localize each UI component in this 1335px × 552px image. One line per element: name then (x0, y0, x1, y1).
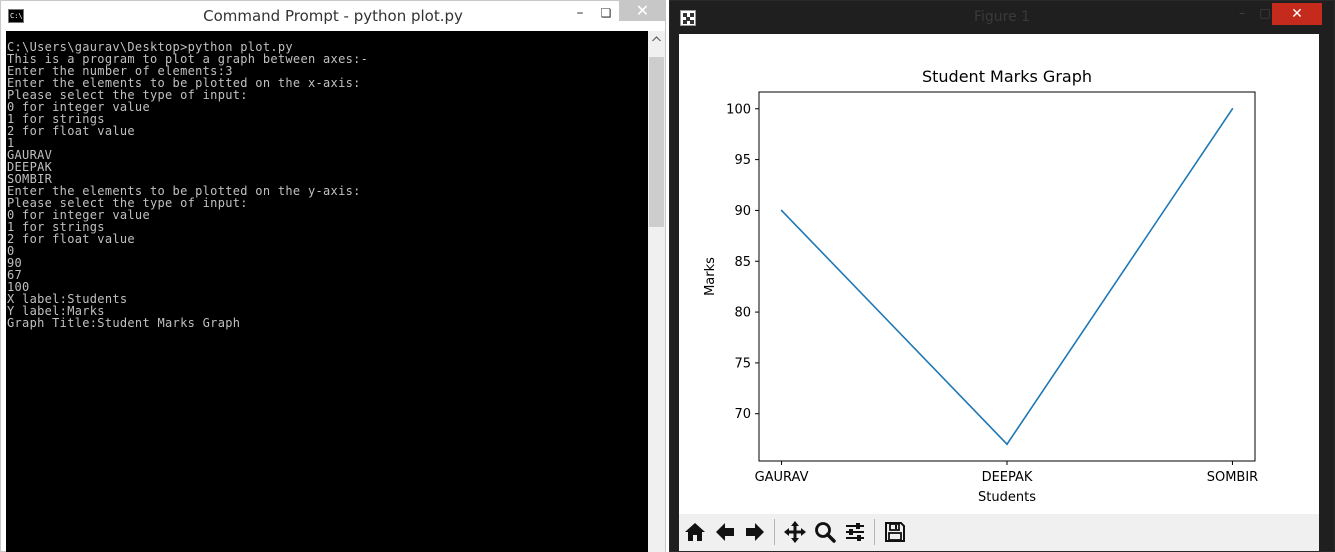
figure-close-button[interactable]: ✕ (1272, 3, 1322, 25)
y-tick-label: 75 (734, 356, 751, 371)
home-icon (685, 523, 705, 541)
zoom-icon (815, 522, 836, 543)
x-tick-label: SOMBIR (1207, 470, 1259, 485)
toolbar-separator (774, 519, 775, 545)
back-button[interactable] (711, 518, 739, 546)
x-axis-ticks: GAURAV DEEPAK SOMBIR (755, 461, 1259, 485)
cmd-maximize-button[interactable]: ❏ (600, 6, 612, 20)
axes-frame (758, 91, 1256, 462)
cmd-console-area[interactable]: C:\Users\gaurav\Desktop>python plot.py T… (6, 31, 648, 552)
save-button[interactable] (881, 518, 909, 546)
scroll-up-arrow-icon[interactable] (648, 31, 665, 48)
figure-window[interactable]: Figure 1 – □ ✕ Student Marks Graph Stude… (669, 0, 1335, 552)
forward-arrow-icon (746, 523, 764, 541)
y-tick-label: 90 (734, 204, 751, 219)
data-point (1006, 443, 1008, 446)
zoom-button[interactable] (811, 518, 839, 546)
cmd-output-text: C:\Users\gaurav\Desktop>python plot.py T… (7, 40, 369, 330)
configure-subplots-button[interactable] (841, 518, 869, 546)
command-prompt-window[interactable]: C:\. Command Prompt - python plot.py – ❏… (0, 0, 666, 552)
data-point (1231, 107, 1234, 110)
figure-maximize-button[interactable]: □ (1259, 6, 1271, 20)
pan-icon (784, 521, 806, 543)
forward-button[interactable] (741, 518, 769, 546)
x-axis-label: Students (978, 490, 1036, 505)
cmd-minimize-button[interactable]: – (576, 5, 584, 21)
cmd-scroll-thumb[interactable] (649, 57, 664, 227)
x-tick-label: DEEPAK (982, 470, 1033, 485)
toolbar-separator (874, 519, 875, 545)
cmd-title-bar[interactable]: C:\. Command Prompt - python plot.py – ❏… (1, 1, 666, 31)
figure-minimize-button[interactable]: – (1239, 6, 1245, 20)
y-tick-label: 70 (734, 407, 751, 422)
figure-window-title: Figure 1 (973, 9, 1031, 25)
cmd-app-icon: C:\. (8, 9, 27, 23)
line-chart[interactable]: Student Marks Graph Students Marks 70 75 8… (679, 34, 1319, 514)
cmd-vertical-scrollbar[interactable] (648, 31, 665, 552)
y-tick-label: 85 (734, 255, 751, 270)
matplotlib-app-icon (680, 10, 696, 26)
data-point (780, 209, 783, 212)
y-axis-ticks: 70 75 80 85 90 95 100 (726, 102, 759, 422)
cmd-window-title: Command Prompt - python plot.py (203, 7, 463, 25)
configure-subplots-icon (846, 523, 864, 541)
back-arrow-icon (716, 523, 734, 541)
cmd-close-button[interactable]: ✕ (619, 1, 666, 21)
y-axis-label: Marks (703, 257, 718, 296)
save-icon (885, 522, 905, 542)
figure-toolbar[interactable] (679, 514, 1319, 551)
y-tick-label: 95 (734, 153, 751, 168)
x-tick-label: GAURAV (755, 470, 809, 485)
series-group (780, 107, 1234, 446)
figure-canvas[interactable]: Student Marks Graph Students Marks 70 75 8… (679, 34, 1319, 514)
figure-title-bar[interactable]: Figure 1 – □ ✕ (670, 1, 1334, 33)
home-button[interactable] (681, 518, 709, 546)
chart-title: Student Marks Graph (922, 67, 1092, 86)
y-tick-label: 80 (734, 306, 751, 321)
pan-button[interactable] (781, 518, 809, 546)
y-tick-label: 100 (726, 102, 751, 117)
